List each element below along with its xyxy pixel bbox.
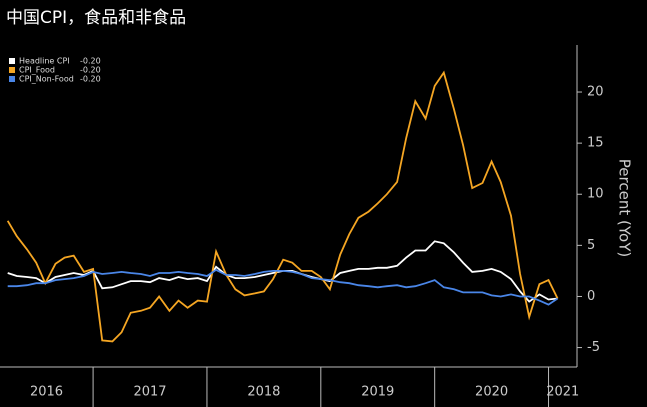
chart-title: 中国CPI，食品和非食品	[6, 8, 186, 28]
x-tick-label: 2018	[247, 385, 280, 400]
series-line	[7, 268, 559, 306]
legend-value: -0.20	[80, 66, 101, 75]
y-tick-label: 5	[587, 238, 595, 253]
y-tick-label: 20	[587, 85, 604, 100]
y-tick-label: 10	[587, 187, 604, 202]
legend-swatch	[9, 76, 15, 82]
legend-label: Headline CPI	[19, 57, 70, 66]
legend-label: CPI_Non-Food	[19, 75, 74, 84]
x-tick-label: 2021	[546, 385, 579, 400]
legend-value: -0.20	[80, 75, 101, 84]
x-tick-label: 2016	[30, 385, 63, 400]
x-tick-label: 2020	[475, 385, 508, 400]
x-tick-label: 2019	[361, 385, 394, 400]
y-tick-label: 15	[587, 136, 604, 151]
y-tick-label: 0	[587, 289, 595, 304]
series-line	[6, 70, 559, 343]
x-tick-label: 2017	[133, 385, 166, 400]
y-axis-label: Percent (YoY)	[616, 159, 634, 257]
legend-label: CPI_Food	[19, 66, 55, 75]
legend-swatch	[9, 58, 15, 64]
y-tick-label: -5	[587, 340, 600, 355]
legend-value: -0.20	[80, 57, 101, 66]
legend-swatch	[9, 67, 15, 73]
